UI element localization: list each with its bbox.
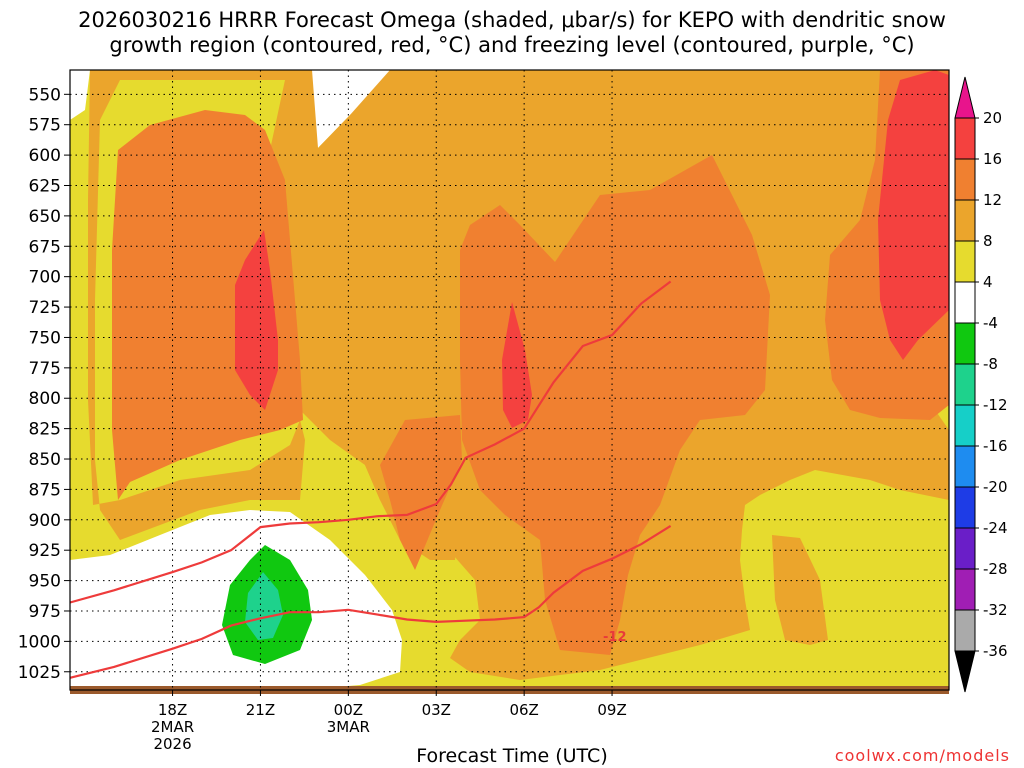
- y-tick-label-575: 575: [29, 116, 61, 136]
- y-tick-label-750: 750: [29, 328, 61, 348]
- x-axis-title: Forecast Time (UTC): [416, 745, 608, 767]
- colorbar-label-0: 20: [983, 109, 1002, 127]
- y-tick-label-1025: 1025: [18, 663, 61, 683]
- colorbar-label-8: -16: [983, 437, 1008, 455]
- y-tick-label-700: 700: [29, 268, 61, 288]
- y-tick-label-725: 725: [29, 298, 61, 318]
- dotted-grid: [70, 70, 949, 690]
- colorbar-bin-10: [954, 486, 976, 529]
- pressure-axis: 550 575 600 625 650 675 700 725 750 775 800 825 850 8…: [18, 85, 70, 683]
- temperature-contours: [69, 280, 672, 679]
- colorbar-bin-9: [954, 445, 976, 488]
- colorbar-label-13: -36: [983, 642, 1008, 660]
- y-tick-label-825: 825: [29, 420, 61, 440]
- colorbar-bin-5: [954, 281, 976, 324]
- y-tick-label-925: 925: [29, 541, 61, 561]
- x-tick-label-0-2: 2026: [153, 735, 191, 753]
- plot-area: -12: [69, 69, 950, 694]
- x-tick-label-0-1: 2MAR: [151, 718, 194, 736]
- x-tick-label-3-0: 21Z: [246, 701, 275, 719]
- x-tick-label-0-0: 18Z: [158, 701, 187, 719]
- colorbar-bin-1: [954, 117, 976, 160]
- x-tick-label-6-1: 3MAR: [327, 718, 370, 736]
- colorbar-bin-2: [954, 158, 976, 201]
- y-tick-label-950: 950: [29, 572, 61, 592]
- colorbar-label-7: -12: [983, 396, 1008, 414]
- omega-region-8-12-right-lobe: [772, 535, 828, 645]
- omega-region-16-20-right: [878, 70, 949, 360]
- contour-line-0: [69, 280, 672, 604]
- colorbar-label-3: 8: [983, 232, 993, 250]
- y-tick-label-675: 675: [29, 237, 61, 257]
- contour-label-minus12: -12: [603, 630, 627, 645]
- y-tick-label-625: 625: [29, 176, 61, 196]
- colorbar-label-6: -8: [983, 355, 998, 373]
- y-tick-label-800: 800: [29, 389, 61, 409]
- y-tick-label-650: 650: [29, 207, 61, 227]
- colorbar-label-10: -24: [983, 519, 1008, 537]
- colorbar-bin-3: [954, 199, 976, 242]
- colorbar-bin-8: [954, 404, 976, 447]
- colorbar-label-11: -28: [983, 560, 1008, 578]
- y-tick-label-550: 550: [29, 85, 61, 105]
- x-tick-label-12-0: 06Z: [509, 701, 538, 719]
- colorbar-label-12: -32: [983, 601, 1008, 619]
- colorbar-bin-7: [954, 363, 976, 406]
- colorbar-bin-13: [954, 609, 976, 652]
- y-tick-label-875: 875: [29, 480, 61, 500]
- colorbar-bin-0: [954, 76, 976, 119]
- y-tick-label-1000: 1000: [18, 632, 61, 652]
- colorbar-bin-6: [954, 322, 976, 365]
- colorbar-bin-4: [954, 240, 976, 283]
- colorbar-label-5: -4: [983, 314, 998, 332]
- plot-frame: [69, 69, 950, 691]
- chart-title-line1: 2026030216 HRRR Forecast Omega (shaded, …: [78, 8, 946, 32]
- omega-colorbar: 20 16 12 8 4 -4 -8 -12 -16 -20 -24 -28 -32 -36: [954, 76, 1008, 693]
- contour-line-1: [69, 524, 672, 679]
- x-tick-label-9-0: 03Z: [422, 701, 451, 719]
- credit-link[interactable]: coolwx.com/models: [834, 746, 1010, 765]
- colorbar-label-1: 16: [983, 150, 1002, 168]
- omega-region-12-16-center: [460, 155, 770, 655]
- colorbar-bin-12: [954, 568, 976, 611]
- colorbar-label-2: 12: [983, 191, 1002, 209]
- omega-region-16-20-center: [502, 302, 532, 428]
- x-tick-label-15-0: 09Z: [597, 701, 626, 719]
- omega-region-neg8-neg12: [245, 572, 283, 640]
- colorbar-label-9: -20: [983, 478, 1008, 496]
- y-tick-label-775: 775: [29, 359, 61, 379]
- chart-title-line2: growth region (contoured, red, °C) and f…: [109, 33, 915, 57]
- y-tick-label-850: 850: [29, 450, 61, 470]
- omega-region-neutral-top: [312, 70, 390, 148]
- colorbar-bin-14: [954, 650, 976, 693]
- omega-region-16-20-left: [235, 230, 278, 410]
- omega-region-12-16-left: [112, 110, 303, 500]
- y-tick-label-600: 600: [29, 146, 61, 166]
- colorbar-bin-11: [954, 527, 976, 570]
- omega-region-neutral-left: [70, 70, 90, 120]
- colorbar-label-4: 4: [983, 273, 993, 291]
- x-tick-label-6-0: 00Z: [334, 701, 363, 719]
- y-tick-label-975: 975: [29, 602, 61, 622]
- omega-region-12-16-gap: [380, 415, 462, 570]
- y-tick-label-900: 900: [29, 511, 61, 531]
